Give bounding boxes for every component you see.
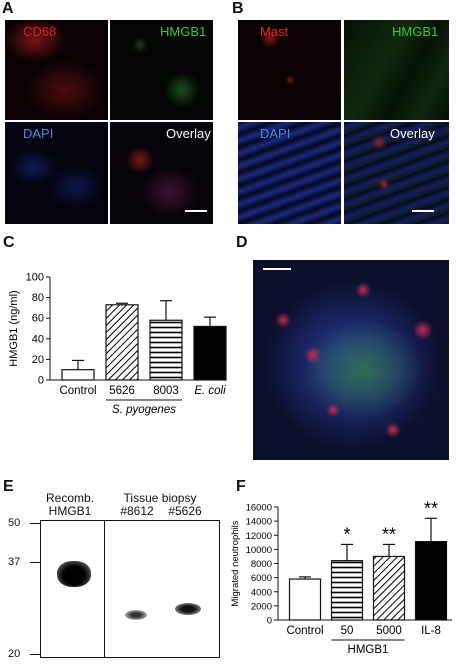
biopsy-5626-label: #5626 bbox=[168, 504, 202, 518]
x-tick-label: Control bbox=[59, 385, 96, 397]
overlay-image-b: Overlay bbox=[344, 122, 449, 224]
panel-label-e: E bbox=[3, 478, 14, 495]
y-tick-label: 0 bbox=[38, 375, 44, 387]
x-tick-label: IL-8 bbox=[421, 625, 441, 637]
mast-label: Mast bbox=[260, 24, 289, 39]
lane-recomb-label: Recomb. HMGB1 bbox=[45, 491, 95, 518]
bar bbox=[288, 578, 322, 621]
x-tick-label: Control bbox=[286, 625, 323, 637]
hmgb1-label-b: HMGB1 bbox=[392, 24, 439, 39]
y-tick-label: 8000 bbox=[251, 559, 272, 570]
y-tick-label: 60 bbox=[32, 313, 44, 325]
y-tick-label: 16000 bbox=[246, 503, 272, 514]
band-5626 bbox=[175, 603, 201, 615]
dapi-label-a: DAPI bbox=[23, 126, 54, 141]
x-tick-label: 5000 bbox=[376, 625, 402, 637]
y-tick-label: 0 bbox=[267, 616, 272, 627]
significance-marker: ** bbox=[382, 524, 396, 544]
y-axis-label: HMGB1 (ng/ml) bbox=[8, 290, 20, 366]
x-tick-label: E. coli bbox=[194, 385, 226, 397]
marker-37: 37 bbox=[8, 556, 21, 568]
y-tick-label: 2000 bbox=[251, 601, 272, 612]
hmgb1-image-a: HMGB1 bbox=[110, 20, 213, 120]
panel-label-f: F bbox=[236, 478, 246, 495]
overlay-label-b: Overlay bbox=[390, 126, 435, 141]
mast-image: Mast bbox=[238, 20, 341, 120]
panel-label-c: C bbox=[3, 234, 15, 251]
marker-50: 50 bbox=[8, 517, 21, 529]
chart-f: 0 2000 4000 6000 8000 10000 12000 14000 16000 Mig… bbox=[230, 498, 452, 656]
bar bbox=[414, 541, 448, 621]
y-axis-label: Migrated neutrophils bbox=[230, 520, 241, 606]
panel-label-d: D bbox=[236, 234, 248, 251]
bar bbox=[105, 304, 139, 381]
biopsy-8612-label: #8612 bbox=[120, 504, 154, 518]
y-tick-label: 10000 bbox=[246, 545, 272, 556]
tissue-image-d bbox=[253, 260, 449, 460]
tissue-biopsy-header: Tissue biopsy bbox=[123, 491, 197, 505]
y-tick-label: 80 bbox=[32, 292, 44, 304]
y-tick-label: 20 bbox=[32, 354, 44, 366]
x-tick-label: 8003 bbox=[153, 385, 179, 397]
tick-20 bbox=[30, 654, 40, 655]
y-tick-label: 12000 bbox=[246, 531, 272, 542]
group-label: S. pyogenes bbox=[112, 404, 176, 416]
hmgb1-label-a: HMGB1 bbox=[160, 24, 207, 39]
bar bbox=[61, 369, 95, 381]
bar bbox=[330, 560, 364, 621]
y-tick-label: 4000 bbox=[251, 587, 272, 598]
tick-50 bbox=[30, 523, 40, 524]
marker-20: 20 bbox=[8, 648, 21, 660]
x-tick-label: 50 bbox=[341, 625, 354, 637]
x-tick-label: 5626 bbox=[109, 385, 135, 397]
group-label: HMGB1 bbox=[348, 644, 389, 656]
y-tick-label: 100 bbox=[26, 272, 44, 284]
significance-marker: * bbox=[343, 524, 350, 544]
bar bbox=[193, 325, 227, 381]
panel-label-a: A bbox=[2, 0, 14, 17]
overlay-image-a: Overlay bbox=[110, 122, 213, 224]
scale-bar-d bbox=[263, 268, 291, 270]
blot-divider bbox=[104, 521, 105, 657]
dapi-image-b: DAPI bbox=[238, 122, 341, 224]
hmgb1-image-b: HMGB1 bbox=[344, 20, 449, 120]
dapi-label-b: DAPI bbox=[260, 126, 291, 141]
cd68-label: CD68 bbox=[23, 24, 57, 39]
y-tick-label: 40 bbox=[32, 333, 44, 345]
cd68-image: CD68 bbox=[5, 20, 108, 120]
band-recomb bbox=[57, 561, 91, 587]
significance-marker: ** bbox=[424, 498, 438, 518]
band-8612 bbox=[125, 610, 147, 620]
dapi-image-a: DAPI bbox=[5, 122, 108, 224]
panel-label-b: B bbox=[232, 0, 244, 17]
scale-bar-a bbox=[185, 210, 207, 212]
scale-bar-b bbox=[412, 210, 434, 212]
western-blot bbox=[40, 520, 220, 658]
y-tick-label: 6000 bbox=[251, 573, 272, 584]
chart-c: 0 20 40 60 80 100 HMGB1 (ng/ml) Control 5626 800… bbox=[8, 272, 227, 416]
bar bbox=[372, 555, 406, 621]
y-tick-label: 14000 bbox=[246, 517, 272, 528]
tick-37 bbox=[30, 562, 40, 563]
bar bbox=[149, 319, 183, 381]
overlay-label-a: Overlay bbox=[166, 126, 211, 141]
